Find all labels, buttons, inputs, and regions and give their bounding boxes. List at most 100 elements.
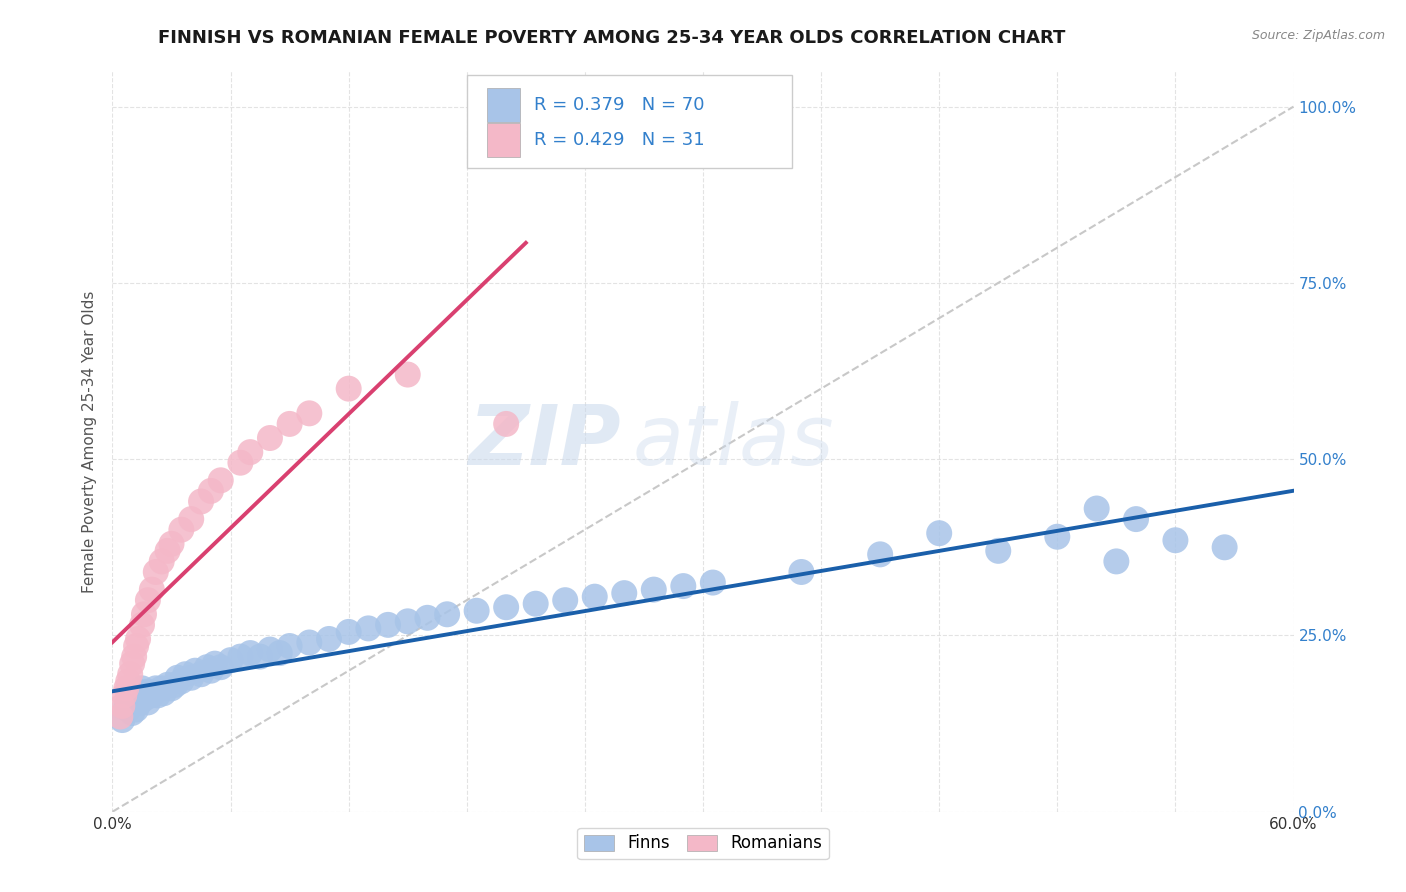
Point xyxy=(190,667,212,681)
Point xyxy=(132,607,155,622)
Point xyxy=(259,431,281,445)
Point xyxy=(135,685,157,699)
Point xyxy=(239,646,262,660)
Point xyxy=(160,681,183,696)
Point xyxy=(152,686,174,700)
Point xyxy=(1085,501,1108,516)
Point xyxy=(127,632,149,646)
Point xyxy=(180,671,202,685)
Point xyxy=(111,698,134,713)
Legend: Finns, Romanians: Finns, Romanians xyxy=(578,828,828,859)
Point xyxy=(156,544,179,558)
Point xyxy=(150,554,173,568)
Point xyxy=(170,674,193,689)
Text: R = 0.429   N = 31: R = 0.429 N = 31 xyxy=(534,131,704,149)
Point xyxy=(219,653,242,667)
Point xyxy=(115,698,138,713)
Point xyxy=(125,702,148,716)
Point xyxy=(229,456,252,470)
Point xyxy=(142,685,165,699)
Point xyxy=(141,582,163,597)
Point xyxy=(229,649,252,664)
Point xyxy=(928,526,950,541)
Point xyxy=(249,649,271,664)
Y-axis label: Female Poverty Among 25-34 Year Olds: Female Poverty Among 25-34 Year Olds xyxy=(82,291,97,592)
Text: R = 0.379   N = 70: R = 0.379 N = 70 xyxy=(534,96,704,114)
Point xyxy=(122,649,145,664)
Point xyxy=(136,695,159,709)
Point xyxy=(170,523,193,537)
Point xyxy=(672,579,695,593)
Point xyxy=(131,681,153,696)
Point xyxy=(790,565,813,579)
Point xyxy=(1125,512,1147,526)
Point xyxy=(357,621,380,635)
Point xyxy=(111,713,134,727)
Point xyxy=(278,417,301,431)
Point xyxy=(166,671,188,685)
Point xyxy=(115,681,138,696)
Point xyxy=(121,706,143,720)
Point xyxy=(495,600,517,615)
Point xyxy=(416,611,439,625)
Point xyxy=(139,686,162,700)
Point xyxy=(121,689,143,703)
Point xyxy=(160,537,183,551)
Point xyxy=(337,382,360,396)
Point xyxy=(184,664,207,678)
Point xyxy=(465,604,488,618)
Point xyxy=(121,657,143,671)
Point xyxy=(110,709,132,723)
Text: FINNISH VS ROMANIAN FEMALE POVERTY AMONG 25-34 YEAR OLDS CORRELATION CHART: FINNISH VS ROMANIAN FEMALE POVERTY AMONG… xyxy=(157,29,1066,46)
Point xyxy=(165,678,187,692)
Point xyxy=(180,512,202,526)
Point xyxy=(195,660,218,674)
Point xyxy=(1046,530,1069,544)
Point xyxy=(1213,541,1236,555)
Point xyxy=(583,590,606,604)
Point xyxy=(200,483,222,498)
Point xyxy=(200,664,222,678)
Point xyxy=(129,695,152,709)
Point xyxy=(190,494,212,508)
Point xyxy=(156,678,179,692)
Point xyxy=(337,624,360,639)
Point xyxy=(131,618,153,632)
Point xyxy=(146,689,169,703)
Point xyxy=(436,607,458,622)
Point xyxy=(495,417,517,431)
Point xyxy=(318,632,340,646)
Point xyxy=(702,575,724,590)
FancyBboxPatch shape xyxy=(486,123,520,156)
Point xyxy=(174,667,197,681)
Text: atlas: atlas xyxy=(633,401,834,482)
Point xyxy=(298,635,321,649)
Point xyxy=(122,693,145,707)
Point xyxy=(141,689,163,703)
Point xyxy=(125,639,148,653)
Point xyxy=(145,565,167,579)
Point xyxy=(554,593,576,607)
Point xyxy=(613,586,636,600)
Point xyxy=(209,660,232,674)
Point xyxy=(396,615,419,629)
Point xyxy=(117,674,139,689)
Point xyxy=(524,597,547,611)
Point xyxy=(145,681,167,696)
Point xyxy=(136,593,159,607)
Point xyxy=(127,692,149,706)
Point xyxy=(298,406,321,420)
Point xyxy=(269,646,291,660)
FancyBboxPatch shape xyxy=(467,75,792,168)
Text: ZIP: ZIP xyxy=(468,401,620,482)
Point xyxy=(204,657,226,671)
Point xyxy=(120,695,142,709)
Point xyxy=(120,667,142,681)
Point xyxy=(278,639,301,653)
Point xyxy=(869,547,891,561)
Point xyxy=(1164,533,1187,548)
Point xyxy=(259,642,281,657)
Point xyxy=(377,618,399,632)
Point xyxy=(209,473,232,487)
Point xyxy=(112,689,135,703)
